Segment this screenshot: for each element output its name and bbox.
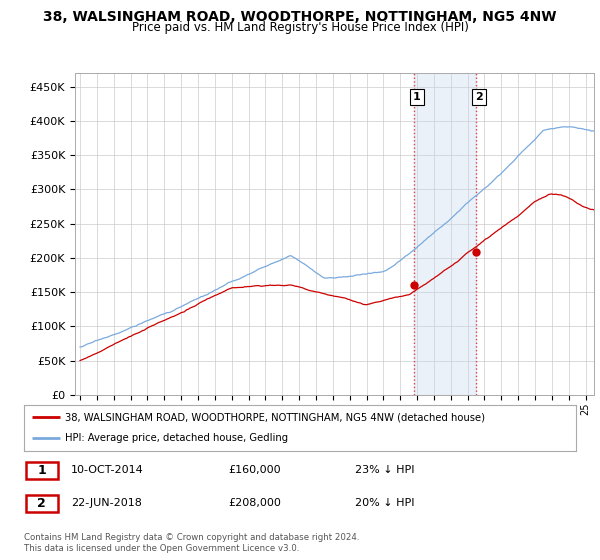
- Bar: [413, 73, 476, 395]
- Text: 2: 2: [37, 497, 46, 510]
- Text: 23% ↓ HPI: 23% ↓ HPI: [355, 465, 415, 475]
- FancyBboxPatch shape: [26, 495, 58, 512]
- Text: 1: 1: [37, 464, 46, 477]
- Text: 20% ↓ HPI: 20% ↓ HPI: [355, 498, 415, 508]
- Text: Contains HM Land Registry data © Crown copyright and database right 2024.
This d: Contains HM Land Registry data © Crown c…: [24, 533, 359, 553]
- Text: £160,000: £160,000: [228, 465, 281, 475]
- Text: Price paid vs. HM Land Registry's House Price Index (HPI): Price paid vs. HM Land Registry's House …: [131, 21, 469, 34]
- Text: £208,000: £208,000: [228, 498, 281, 508]
- FancyBboxPatch shape: [26, 461, 58, 479]
- Text: 10-OCT-2014: 10-OCT-2014: [71, 465, 143, 475]
- Text: 38, WALSINGHAM ROAD, WOODTHORPE, NOTTINGHAM, NG5 4NW (detached house): 38, WALSINGHAM ROAD, WOODTHORPE, NOTTING…: [65, 412, 485, 422]
- Text: HPI: Average price, detached house, Gedling: HPI: Average price, detached house, Gedl…: [65, 433, 289, 444]
- Text: 22-JUN-2018: 22-JUN-2018: [71, 498, 142, 508]
- Text: 1: 1: [413, 92, 421, 102]
- Text: 38, WALSINGHAM ROAD, WOODTHORPE, NOTTINGHAM, NG5 4NW: 38, WALSINGHAM ROAD, WOODTHORPE, NOTTING…: [43, 10, 557, 24]
- Text: 2: 2: [475, 92, 483, 102]
